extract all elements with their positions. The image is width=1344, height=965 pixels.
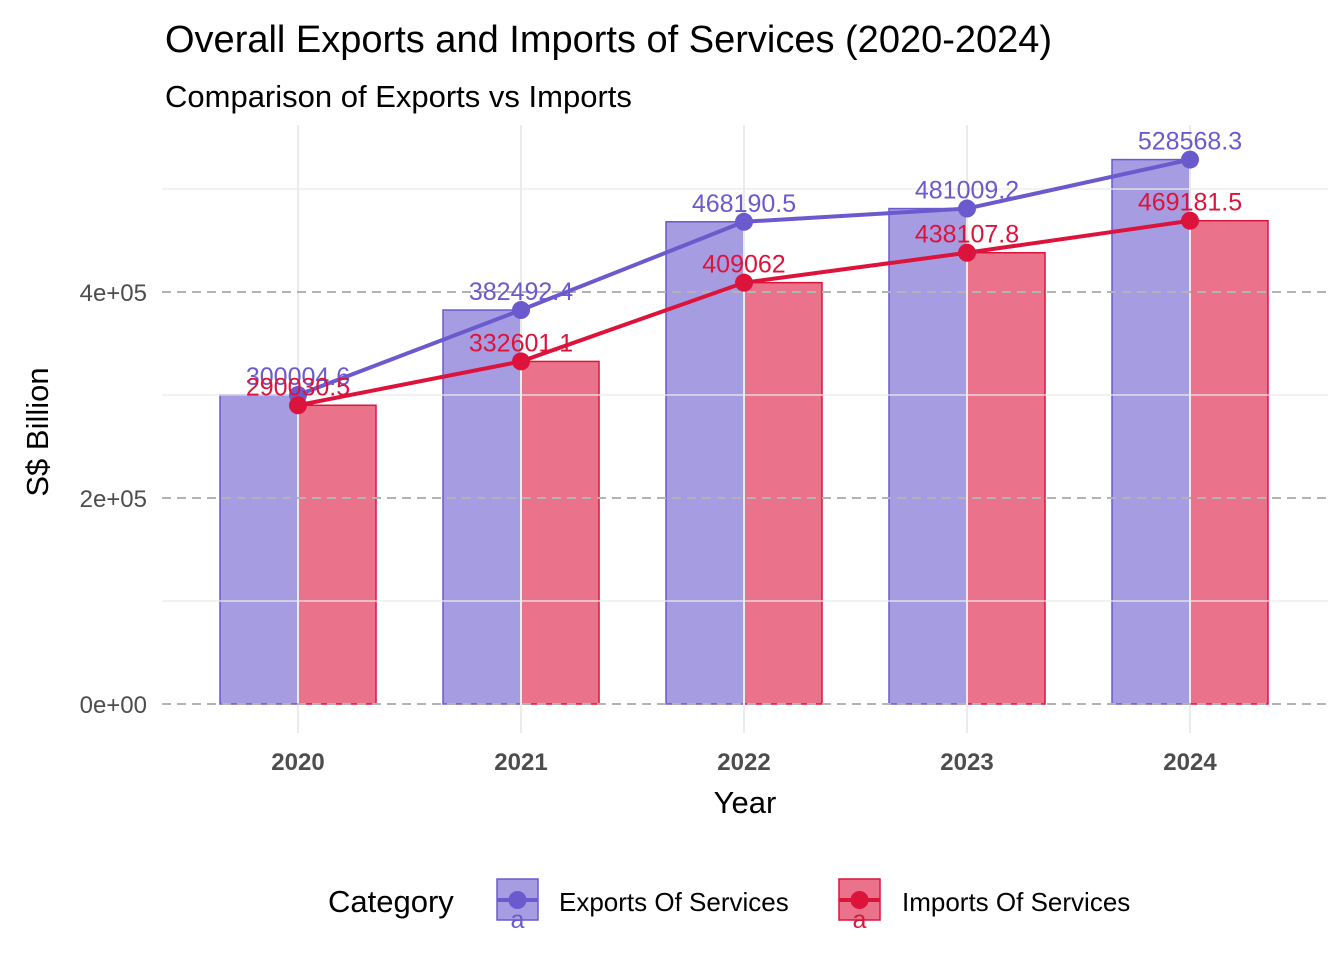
x-tick-label: 2024: [1163, 749, 1217, 776]
chart-subtitle: Comparison of Exports vs Imports: [165, 79, 632, 114]
chart-title: Overall Exports and Imports of Services …: [165, 19, 1052, 61]
data-label-exports: 300004.6: [246, 363, 350, 391]
x-axis-title: Year: [714, 785, 777, 820]
point-imports: [735, 273, 753, 292]
point-imports: [1181, 211, 1199, 230]
data-label-imports: 469181.5: [1138, 189, 1242, 217]
bar-imports: [966, 251, 1046, 705]
bar-imports: [1189, 219, 1269, 705]
legend: Category a Exports Of Services a Imports Of…: [328, 878, 1130, 934]
point-exports: [735, 212, 753, 231]
legend-key-imports-point: [850, 891, 869, 909]
legend-key-imports-glyph: a: [853, 906, 867, 934]
bar-layer: [219, 158, 1269, 705]
bar-exports: [665, 221, 745, 705]
x-axis-ticks: 2020 2021 2022 2023 2024: [271, 749, 1217, 776]
x-tick-label: 2022: [717, 749, 770, 776]
point-exports: [512, 301, 530, 320]
y-axis-title: S$ Billion: [20, 367, 55, 496]
point-exports: [958, 199, 976, 218]
data-label-imports: 438107.8: [915, 221, 1019, 249]
x-tick-label: 2023: [940, 749, 993, 776]
legend-key-exports-point: [508, 891, 527, 909]
y-tick-label: 0e+00: [80, 692, 147, 719]
legend-label-exports: Exports Of Services: [559, 887, 789, 917]
x-tick-label: 2021: [494, 749, 547, 776]
data-label-exports: 382492.4: [469, 278, 573, 306]
data-label-imports: 332601.1: [469, 329, 573, 357]
point-layer: [289, 150, 1199, 415]
data-label-imports: 290030.5: [246, 373, 350, 401]
bar-imports: [520, 360, 600, 705]
point-imports: [289, 396, 307, 415]
bar-exports: [888, 207, 968, 705]
data-label-exports: 481009.2: [915, 177, 1019, 205]
legend-label-imports: Imports Of Services: [902, 887, 1130, 917]
x-tick-label: 2020: [271, 749, 324, 776]
point-imports: [958, 243, 976, 262]
legend-title: Category: [328, 884, 454, 919]
y-axis-ticks: 0e+00 2e+05 4e+05: [80, 280, 147, 719]
point-exports: [1181, 150, 1199, 169]
bar-exports: [219, 394, 299, 705]
y-tick-label: 4e+05: [80, 280, 147, 307]
legend-key-exports-glyph: a: [511, 906, 525, 934]
bar-exports: [1111, 158, 1191, 705]
data-label-layer: 300004.6 382492.4 468190.5 481009.2 528568.3…: [246, 128, 1242, 402]
bar-imports: [743, 281, 823, 705]
point-imports: [512, 352, 530, 371]
data-label-imports: 409062: [702, 251, 785, 279]
data-label-exports: 468190.5: [692, 190, 796, 218]
bar-imports: [297, 404, 377, 705]
y-tick-label: 2e+05: [80, 486, 147, 513]
data-label-exports: 528568.3: [1138, 128, 1242, 156]
